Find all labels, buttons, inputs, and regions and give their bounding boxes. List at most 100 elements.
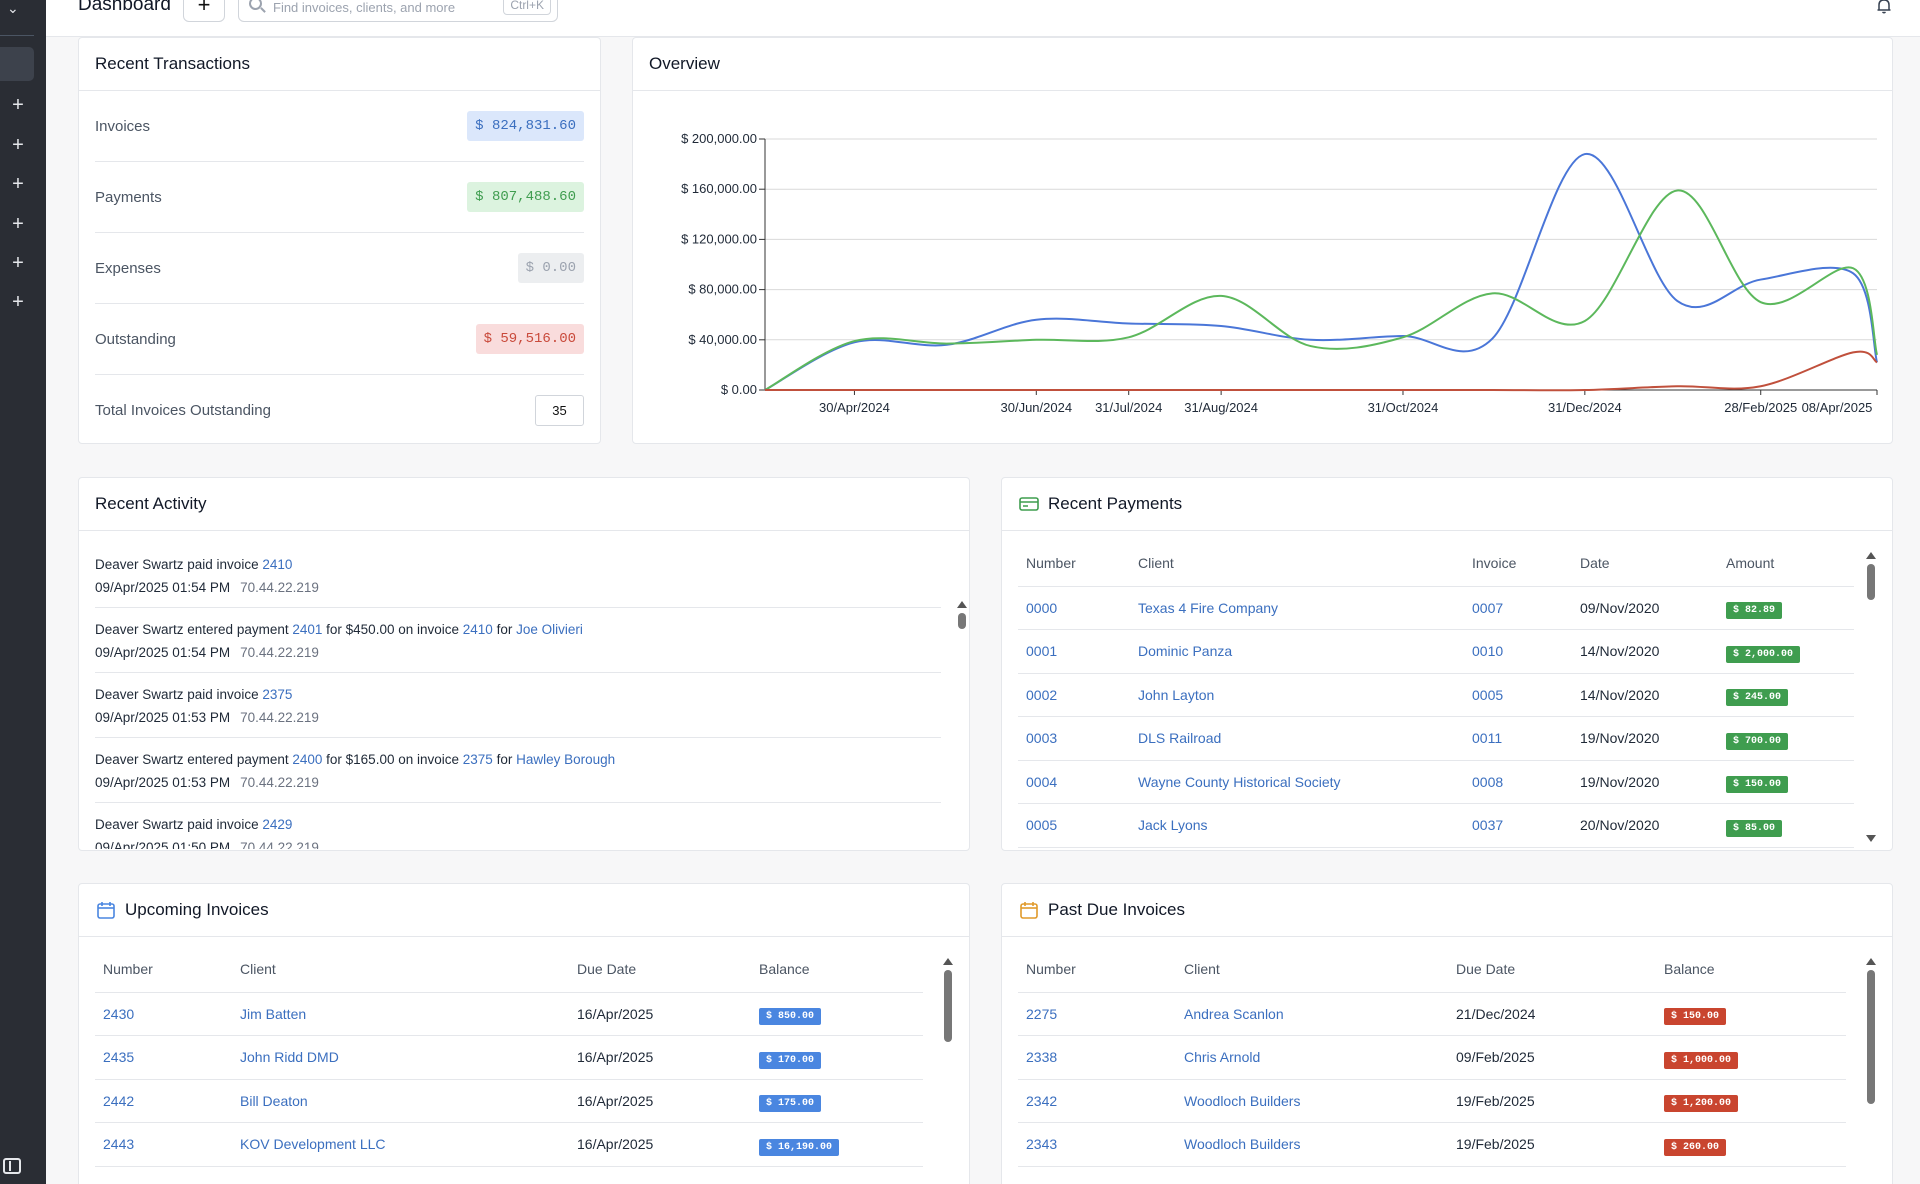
column-header[interactable]: Client <box>232 946 569 993</box>
column-header[interactable]: Date <box>1572 540 1718 587</box>
invoice-link[interactable]: 2375 <box>462 752 493 767</box>
invoice-link[interactable]: 2410 <box>262 557 293 572</box>
scroll-thumb[interactable] <box>958 613 966 629</box>
client-link[interactable]: Bill Deaton <box>240 1092 308 1109</box>
invoice-link[interactable]: 0010 <box>1472 643 1504 660</box>
invoice-link[interactable]: 0011 <box>1472 730 1503 747</box>
client-link[interactable]: Jim Batten <box>240 1005 307 1022</box>
invoice-link[interactable]: 0008 <box>1472 773 1504 790</box>
invoice-number-link[interactable]: 2442 <box>103 1092 135 1109</box>
activity-list[interactable]: Deaver Swartz paid invoice 2410 09/Apr/2… <box>79 531 969 849</box>
payment-number-link[interactable]: 0005 <box>1026 817 1058 834</box>
sidebar-add-icon[interactable]: + <box>12 213 24 235</box>
client-link[interactable]: Andrea Scanlon <box>1184 1005 1284 1022</box>
card-title: Past Due Invoices <box>1048 900 1186 919</box>
column-header[interactable]: Invoice <box>1464 540 1572 587</box>
payments-scrollbar[interactable] <box>1866 552 1876 842</box>
invoice-link[interactable]: 2410 <box>462 622 493 637</box>
column-header[interactable]: Due Date <box>1448 946 1656 993</box>
client-link[interactable]: KOV Development LLC <box>240 1136 386 1153</box>
column-header[interactable]: Due Date <box>569 946 751 993</box>
invoice-number-link[interactable]: 2343 <box>1026 1136 1058 1153</box>
table-row[interactable]: 2338 Chris Arnold 09/Feb/2025 $ 1,000.00 <box>1018 1035 1846 1080</box>
upcoming-scrollbar[interactable] <box>943 958 953 1184</box>
invoice-number-link[interactable]: 2430 <box>103 1005 135 1022</box>
sidebar-add-icon[interactable]: + <box>12 252 24 274</box>
table-row[interactable]: 2443 KOV Development LLC 16/Apr/2025 $ 1… <box>95 1122 923 1167</box>
client-link[interactable]: Dominic Panza <box>1138 643 1233 660</box>
client-link[interactable]: John Ridd DMD <box>240 1049 339 1066</box>
y-tick-label: $ 120,000.00 <box>681 231 757 246</box>
invoice-number-link[interactable]: 2342 <box>1026 1092 1058 1109</box>
payment-number-link[interactable]: 0004 <box>1026 773 1058 790</box>
bell-icon[interactable] <box>1876 0 1892 14</box>
column-header[interactable]: Client <box>1176 946 1448 993</box>
sidebar-add-icon[interactable]: + <box>12 134 24 156</box>
sidebar-add-icon[interactable]: + <box>12 173 24 195</box>
tx-row-expenses: Expenses $ 0.00 <box>95 233 584 304</box>
table-row[interactable]: 0000 Texas 4 Fire Company 0007 09/Nov/20… <box>1018 586 1854 630</box>
table-row[interactable]: 0004 Wayne County Historical Society 000… <box>1018 760 1854 804</box>
client-link[interactable]: Chris Arnold <box>1184 1049 1261 1066</box>
invoice-number-link[interactable]: 2275 <box>1026 1005 1058 1022</box>
scroll-thumb[interactable] <box>1867 564 1875 600</box>
client-link[interactable]: Hawley Borough <box>516 752 616 767</box>
column-header[interactable]: Number <box>95 946 232 993</box>
client-link[interactable]: DLS Railroad <box>1138 730 1222 747</box>
scroll-down-icon[interactable] <box>1866 835 1876 842</box>
invoice-number-link[interactable]: 2435 <box>103 1049 135 1066</box>
payment-number-link[interactable]: 0000 <box>1026 599 1058 616</box>
client-link[interactable]: John Layton <box>1138 686 1215 703</box>
table-row[interactable]: 2275 Andrea Scanlon 21/Dec/2024 $ 150.00 <box>1018 992 1846 1036</box>
invoice-number-link[interactable]: 2338 <box>1026 1049 1058 1066</box>
scroll-up-icon[interactable] <box>1866 552 1876 559</box>
add-button[interactable]: + <box>183 0 225 22</box>
client-link[interactable]: Joe Olivieri <box>516 622 583 637</box>
table-row[interactable]: 0005 Jack Lyons 0037 20/Nov/2020 $ 85.00 <box>1018 803 1854 848</box>
column-header[interactable]: Client <box>1130 540 1464 587</box>
x-tick-label: 31/Oct/2024 <box>1368 400 1439 415</box>
client-link[interactable]: Wayne County Historical Society <box>1138 773 1341 790</box>
invoice-link[interactable]: 0005 <box>1472 686 1504 703</box>
invoice-link[interactable]: 2375 <box>262 687 293 702</box>
payment-link[interactable]: 2400 <box>292 752 323 767</box>
invoice-link[interactable]: 0007 <box>1472 599 1504 616</box>
payment-number-link[interactable]: 0002 <box>1026 686 1058 703</box>
column-header[interactable]: Number <box>1018 540 1130 587</box>
table-row[interactable]: 2430 Jim Batten 16/Apr/2025 $ 850.00 <box>95 992 923 1036</box>
scroll-up-icon[interactable] <box>957 601 967 608</box>
sidebar-add-icon[interactable]: + <box>12 94 24 116</box>
scroll-thumb[interactable] <box>944 970 952 1042</box>
table-row[interactable]: 2342 Woodloch Builders 19/Feb/2025 $ 1,2… <box>1018 1079 1846 1123</box>
invoice-link[interactable]: 0037 <box>1472 817 1504 834</box>
scroll-up-icon[interactable] <box>943 958 953 965</box>
column-header[interactable]: Amount <box>1718 540 1854 587</box>
column-header[interactable]: Balance <box>1656 946 1846 993</box>
column-header[interactable]: Balance <box>751 946 923 993</box>
scroll-up-icon[interactable] <box>1866 958 1876 965</box>
invoice-number-link[interactable]: 2443 <box>103 1136 135 1153</box>
sidebar-collapse-icon[interactable] <box>3 1158 21 1174</box>
activity-scrollbar[interactable] <box>957 601 967 849</box>
invoice-link[interactable]: 2429 <box>262 817 293 832</box>
sidebar-add-icon[interactable]: + <box>12 291 24 313</box>
sidebar-item-dashboard[interactable] <box>0 47 34 81</box>
table-row[interactable]: 0002 John Layton 0005 14/Nov/2020 $ 245.… <box>1018 673 1854 717</box>
scroll-thumb[interactable] <box>1867 970 1875 1104</box>
column-header[interactable]: Number <box>1018 946 1176 993</box>
client-link[interactable]: Jack Lyons <box>1138 817 1208 834</box>
past-due-scrollbar[interactable] <box>1866 958 1876 1184</box>
payment-number-link[interactable]: 0001 <box>1026 643 1058 660</box>
table-row[interactable]: 2435 John Ridd DMD 16/Apr/2025 $ 170.00 <box>95 1035 923 1080</box>
payment-number-link[interactable]: 0003 <box>1026 730 1058 747</box>
client-link[interactable]: Texas 4 Fire Company <box>1138 599 1279 616</box>
search-input[interactable]: Find invoices, clients, and more Ctrl+K <box>238 0 558 22</box>
payment-link[interactable]: 2401 <box>292 622 323 637</box>
client-link[interactable]: Woodloch Builders <box>1184 1136 1301 1153</box>
table-row[interactable]: 2442 Bill Deaton 16/Apr/2025 $ 175.00 <box>95 1079 923 1123</box>
client-link[interactable]: Woodloch Builders <box>1184 1092 1301 1109</box>
table-row[interactable]: 2343 Woodloch Builders 19/Feb/2025 $ 260… <box>1018 1122 1846 1167</box>
chevron-updown-icon[interactable]: ⌄ <box>7 0 19 16</box>
table-row[interactable]: 0003 DLS Railroad 0011 19/Nov/2020 $ 700… <box>1018 716 1854 761</box>
table-row[interactable]: 0001 Dominic Panza 0010 14/Nov/2020 $ 2,… <box>1018 629 1854 674</box>
